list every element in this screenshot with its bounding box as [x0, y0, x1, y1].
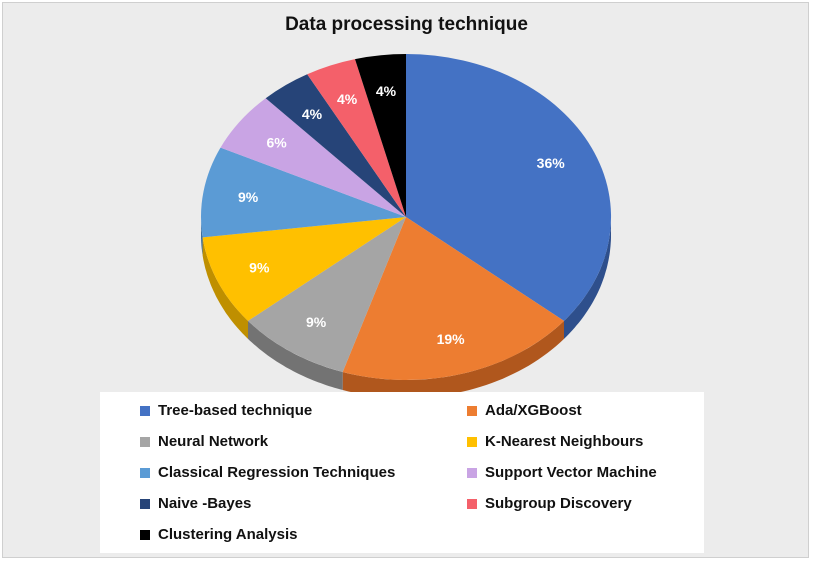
- pie-side-k-nearest-neighbours: [202, 237, 248, 339]
- legend-swatch: [140, 436, 150, 447]
- pie-slice-clustering-analysis: [355, 53, 406, 218]
- chart-legend: Tree-based technique Ada/XGBoost Neural Ne…: [100, 392, 704, 553]
- legend-label: K-Nearest Neighbours: [485, 433, 644, 450]
- data-label-neural-network: 9%: [306, 314, 327, 330]
- pie-slice-neural-network: [248, 217, 406, 372]
- legend-swatch: [140, 467, 150, 478]
- pie-slice-naive-bayes: [265, 74, 406, 217]
- legend-label: Ada/XGBoost: [485, 402, 582, 419]
- pie-side-ada-xgboost: [342, 320, 564, 398]
- legend-label: Classical Regression Techniques: [158, 464, 396, 481]
- legend-swatch: [140, 405, 150, 416]
- data-label-classical-regression-techniques: 9%: [238, 189, 259, 205]
- legend-item-clustering-analysis: Clustering Analysis: [140, 526, 297, 543]
- legend-item-naive-bayes: Naive -Bayes: [140, 495, 251, 512]
- chart-title: Data processing technique: [285, 14, 528, 35]
- pie-slice-classical-regression-techniques: [200, 147, 406, 238]
- legend-item-tree-based-technique: Tree-based technique: [140, 402, 312, 419]
- legend-label: Tree-based technique: [158, 402, 313, 419]
- data-label-clustering-analysis: 4%: [376, 83, 397, 99]
- pie-slice-tree-based-technique: [406, 53, 612, 321]
- data-label-support-vector-machine: 6%: [266, 134, 287, 150]
- pie-slice-subgroup-discovery: [307, 59, 406, 217]
- legend-item-neural-network: Neural Network: [140, 433, 268, 450]
- legend-swatch: [467, 498, 477, 509]
- legend-item-k-nearest-neighbours: K-Nearest Neighbours: [467, 433, 643, 450]
- legend-label: Support Vector Machine: [485, 464, 657, 481]
- pie-side-neural-network: [248, 320, 343, 390]
- legend-label: Naive -Bayes: [158, 495, 252, 512]
- legend-item-support-vector-machine: Support Vector Machine: [467, 464, 657, 481]
- legend-item-ada-xgboost: Ada/XGBoost: [467, 402, 582, 419]
- legend-swatch: [140, 529, 150, 540]
- legend-swatch: [140, 498, 150, 509]
- data-label-naive-bayes: 4%: [302, 106, 323, 122]
- pie-side-classical-regression-techniques: [201, 217, 203, 256]
- legend-swatch: [467, 405, 477, 416]
- data-label-subgroup-discovery: 4%: [337, 91, 358, 107]
- pie-slice-ada-xgboost: [342, 217, 564, 380]
- pie-slice-support-vector-machine: [220, 98, 406, 217]
- legend-label: Subgroup Discovery: [485, 495, 632, 512]
- legend-item-subgroup-discovery: Subgroup Discovery: [467, 495, 632, 512]
- data-label-ada-xgboost: 19%: [437, 331, 466, 347]
- legend-label: Clustering Analysis: [158, 526, 298, 543]
- legend-swatch: [467, 467, 477, 478]
- legend-swatch: [467, 436, 477, 447]
- pie-slice-k-nearest-neighbours: [202, 217, 406, 321]
- legend-label: Neural Network: [158, 433, 269, 450]
- data-label-tree-based-technique: 36%: [537, 155, 566, 171]
- data-label-k-nearest-neighbours: 9%: [249, 260, 270, 276]
- legend-item-classical-regression-techniques: Classical Regression Techniques: [140, 464, 395, 481]
